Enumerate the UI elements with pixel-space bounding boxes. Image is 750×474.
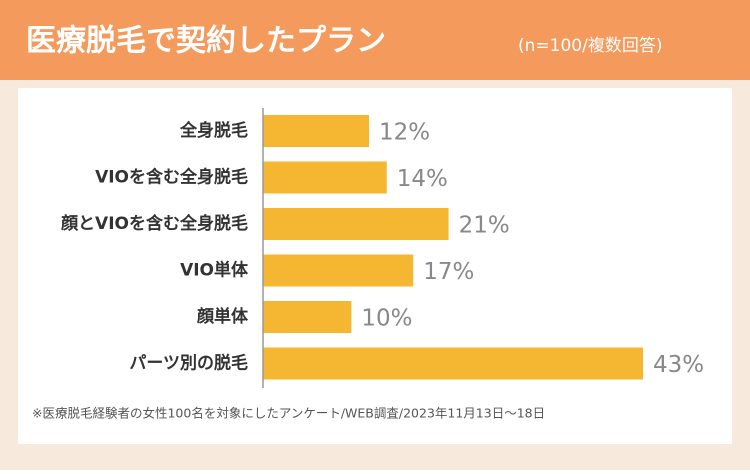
footnote: ※医療脱毛経験者の女性100名を対象にしたアンケート/WEB調査/2023年11… <box>32 406 545 421</box>
value-label: 10% <box>361 306 412 332</box>
category-label: VIOを含む全身脱毛 <box>95 167 248 188</box>
bar <box>263 208 449 240</box>
category-label: VIO単体 <box>180 260 249 281</box>
category-label: パーツ別の脱毛 <box>129 353 248 374</box>
value-label: 17% <box>423 259 474 285</box>
header-band <box>0 0 750 80</box>
bar <box>263 254 414 287</box>
bar <box>263 301 352 333</box>
chart-title: 医療脱毛で契約したプラン <box>26 24 386 59</box>
bar <box>263 347 643 380</box>
value-label: 12% <box>379 120 430 146</box>
category-label: 顔とVIOを含む全身脱毛 <box>60 213 248 234</box>
bar <box>263 161 387 194</box>
chart-subtitle: (n=100/複数回答) <box>518 36 662 56</box>
bar <box>263 115 370 147</box>
value-label: 43% <box>653 352 704 378</box>
value-label: 14% <box>397 166 448 192</box>
category-label: 顔単体 <box>196 306 249 327</box>
value-label: 21% <box>459 213 510 239</box>
category-label: 全身脱毛 <box>179 120 248 141</box>
